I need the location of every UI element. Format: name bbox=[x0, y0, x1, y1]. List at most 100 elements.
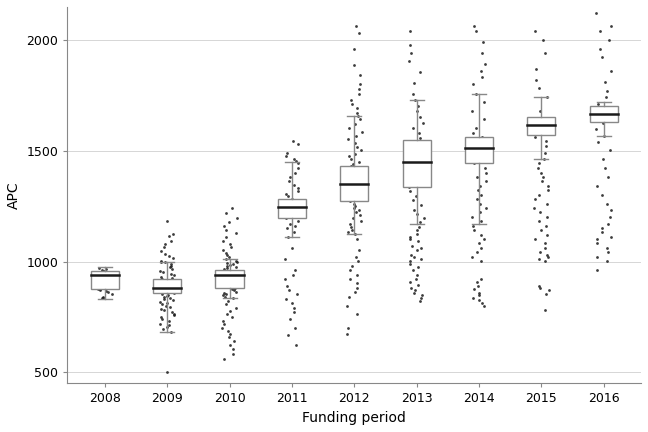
Point bbox=[347, 226, 358, 233]
Point bbox=[156, 259, 166, 266]
Point bbox=[354, 164, 365, 171]
Point bbox=[356, 169, 366, 176]
Point bbox=[543, 182, 553, 189]
Point bbox=[413, 238, 424, 245]
Point bbox=[231, 304, 241, 311]
Point bbox=[284, 315, 295, 322]
Point bbox=[159, 251, 170, 257]
Point bbox=[533, 160, 544, 167]
Point bbox=[165, 295, 175, 302]
Point bbox=[168, 312, 179, 319]
Point bbox=[468, 80, 478, 87]
Point bbox=[476, 231, 487, 238]
Point bbox=[227, 260, 238, 267]
Point bbox=[469, 285, 480, 292]
Point bbox=[165, 304, 175, 311]
Point bbox=[220, 226, 231, 233]
Point bbox=[168, 231, 178, 238]
Point bbox=[342, 191, 353, 198]
Point bbox=[591, 10, 601, 16]
Point bbox=[224, 219, 235, 226]
Point bbox=[542, 94, 552, 101]
Point bbox=[353, 112, 363, 119]
Point bbox=[415, 114, 425, 121]
Point bbox=[478, 98, 489, 105]
Point bbox=[287, 300, 297, 307]
Point bbox=[349, 205, 360, 212]
Point bbox=[282, 149, 292, 156]
Point bbox=[155, 284, 165, 291]
Point bbox=[289, 304, 299, 311]
Point bbox=[356, 174, 366, 181]
Point bbox=[165, 264, 176, 270]
Point bbox=[404, 184, 415, 191]
Point bbox=[163, 286, 174, 293]
Point bbox=[411, 276, 421, 283]
Point bbox=[350, 202, 360, 209]
Point bbox=[597, 225, 607, 232]
Point bbox=[408, 90, 418, 97]
Point bbox=[224, 334, 235, 341]
Point bbox=[592, 182, 603, 189]
Point bbox=[166, 270, 176, 277]
Point bbox=[231, 288, 241, 295]
Point bbox=[356, 182, 366, 189]
Point bbox=[163, 321, 174, 328]
Point bbox=[593, 101, 603, 108]
Point bbox=[481, 169, 491, 176]
Point bbox=[287, 195, 297, 202]
Point bbox=[223, 298, 233, 305]
Point bbox=[167, 280, 178, 287]
Point bbox=[349, 61, 360, 68]
Point bbox=[346, 194, 356, 200]
Point bbox=[221, 233, 231, 240]
Point bbox=[347, 101, 357, 108]
Point bbox=[348, 172, 358, 178]
Point bbox=[542, 251, 552, 258]
Point bbox=[157, 276, 167, 283]
Point bbox=[533, 218, 544, 225]
Point bbox=[537, 178, 548, 185]
Point bbox=[476, 276, 486, 283]
Point bbox=[597, 156, 608, 163]
Point bbox=[159, 278, 169, 285]
Point bbox=[293, 188, 303, 195]
Point bbox=[281, 210, 291, 217]
Point bbox=[220, 256, 231, 263]
Point bbox=[343, 136, 353, 143]
Point bbox=[467, 107, 477, 114]
Point bbox=[156, 305, 167, 312]
Point bbox=[467, 222, 478, 229]
Point bbox=[292, 206, 303, 213]
Point bbox=[404, 57, 415, 64]
Point bbox=[599, 78, 610, 85]
Point bbox=[97, 270, 107, 276]
Point bbox=[221, 290, 231, 297]
Point bbox=[95, 286, 105, 293]
Point bbox=[598, 132, 608, 139]
Point bbox=[230, 285, 240, 292]
Point bbox=[353, 196, 363, 203]
Point bbox=[220, 267, 231, 274]
Point bbox=[100, 268, 110, 275]
Point bbox=[157, 284, 168, 291]
Point bbox=[412, 108, 422, 115]
Point bbox=[345, 223, 356, 230]
Point bbox=[106, 290, 117, 297]
Point bbox=[282, 225, 292, 232]
Point bbox=[602, 87, 612, 94]
Point bbox=[473, 283, 483, 290]
Point bbox=[222, 259, 233, 266]
Point bbox=[469, 23, 480, 30]
Point bbox=[157, 290, 168, 297]
Point bbox=[351, 23, 362, 30]
Point bbox=[224, 327, 234, 334]
Point bbox=[156, 247, 166, 254]
Point bbox=[473, 289, 483, 296]
Point bbox=[225, 261, 235, 268]
Point bbox=[222, 251, 232, 258]
Point bbox=[405, 233, 415, 240]
X-axis label: Funding period: Funding period bbox=[302, 411, 406, 425]
Point bbox=[351, 311, 362, 318]
Point bbox=[413, 223, 424, 230]
